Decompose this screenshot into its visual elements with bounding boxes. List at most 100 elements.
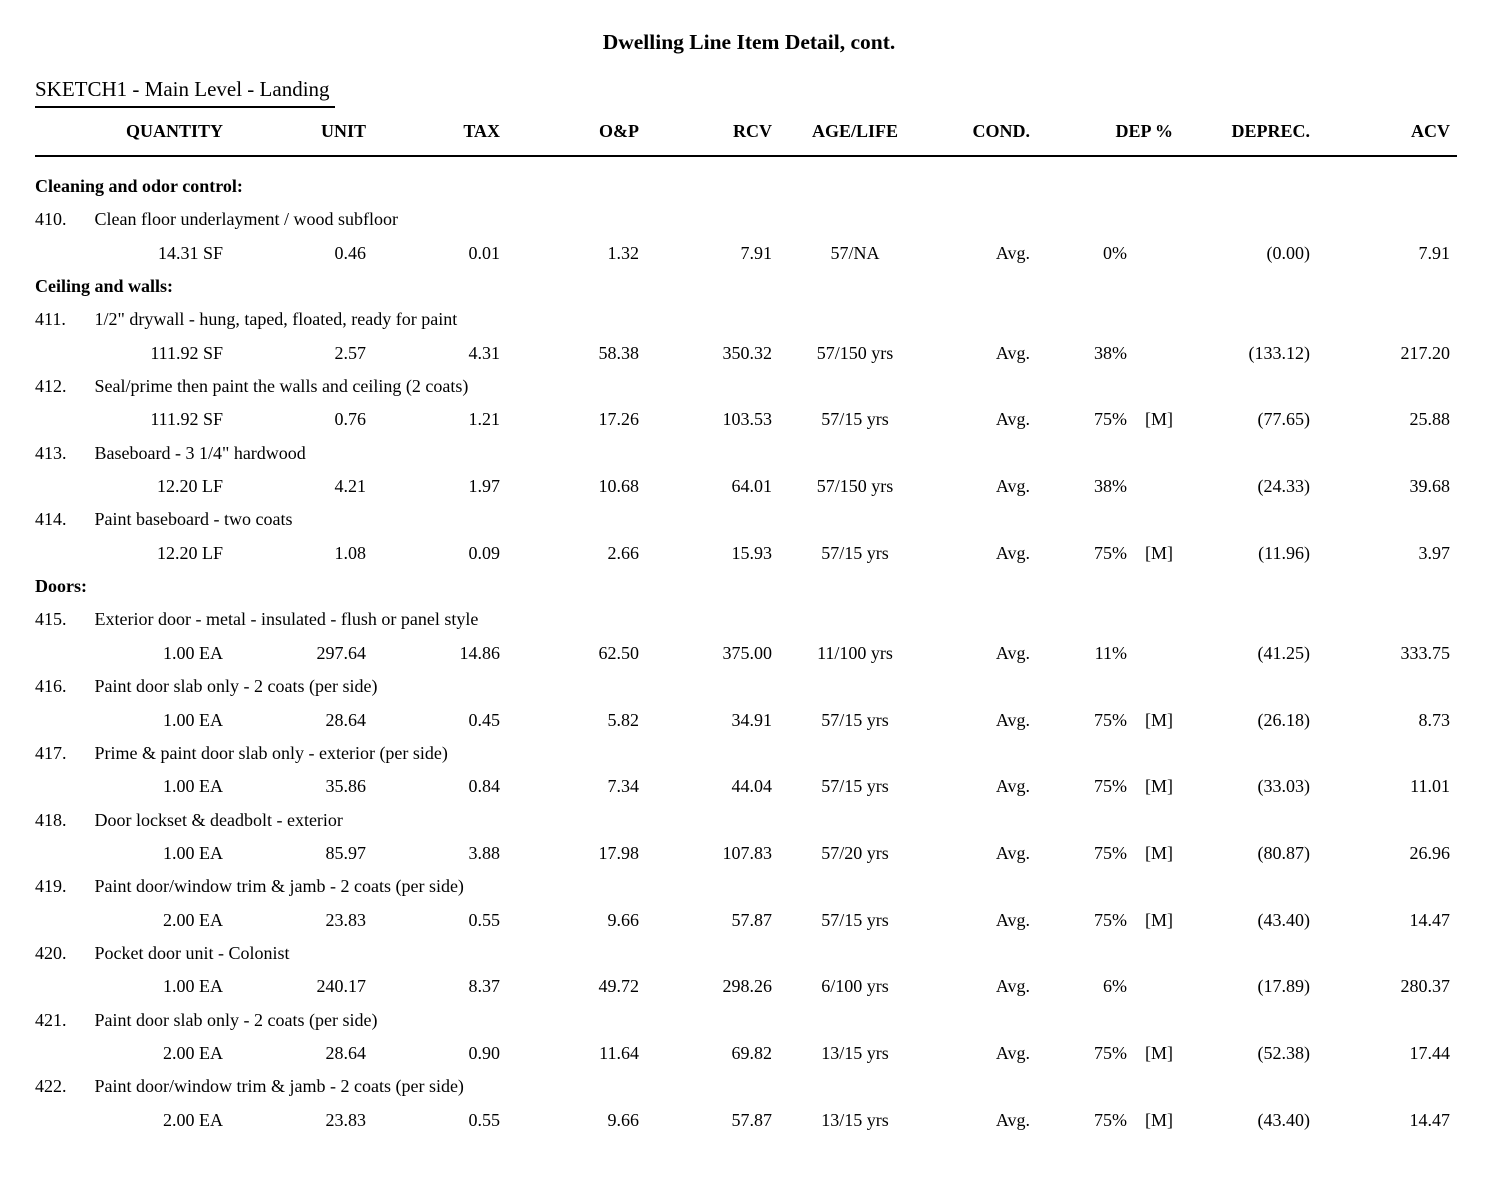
cond-value: Avg. [995,409,1030,430]
line-item-number: 417. [35,742,67,763]
line-item-description: Pocket door unit - Colonist [94,942,290,963]
cond-value: Avg. [995,342,1030,363]
deprec-value: (43.40) [1257,909,1311,930]
line-item-description-row: 418. Door lockset & deadbolt - exterior [35,804,1498,837]
unit-value: 4.21 [334,476,367,497]
rcv-value: 44.04 [731,776,773,797]
op-value: 9.66 [607,1109,640,1130]
quantity-value: 12.20 LF [156,542,223,563]
line-item-values-row: 111.92 SF 0.76 1.21 17.26 103.53 57/15 y… [35,403,1498,436]
section-header-row: Cleaning and odor control: [35,170,1498,203]
line-item-description-row: 413. Baseboard - 3 1/4" hardwood [35,437,1498,470]
line-items-table: QUANTITY UNIT TAX O&P RCV AGE/LIFE COND.… [0,115,1498,1137]
unit-value: 23.83 [325,1109,367,1130]
line-item-number: 416. [35,676,67,697]
rcv-value: 298.26 [722,976,773,997]
acv-value: 7.91 [1418,242,1451,263]
line-item-values-row: 2.00 EA 23.83 0.55 9.66 57.87 13/15 yrs … [35,1104,1498,1137]
dep-percent-value: 38% [1094,476,1127,497]
line-item-number: 411. [35,309,66,330]
quantity-value: 1.00 EA [163,976,223,997]
material-flag [1127,970,1173,1003]
material-flag: [M] [1145,776,1173,797]
rcv-value: 375.00 [722,642,773,663]
line-item-description-row: 417. Prime & paint door slab only - exte… [35,737,1498,770]
rcv-value: 57.87 [731,909,773,930]
tax-value: 1.21 [468,409,501,430]
column-header-tax: TAX [463,121,500,141]
line-item-values-row: 2.00 EA 28.64 0.90 11.64 69.82 13/15 yrs… [35,1037,1498,1070]
unit-value: 240.17 [316,976,367,997]
rcv-value: 64.01 [731,476,773,497]
quantity-value: 111.92 SF [150,342,223,363]
age-life-value: 57/15 yrs [821,709,889,730]
cond-value: Avg. [995,909,1030,930]
material-flag: [M] [1145,909,1173,930]
dep-percent-value: 75% [1094,709,1127,730]
material-flag: [M] [1145,1109,1173,1130]
age-life-value: 6/100 yrs [821,976,889,997]
tax-value: 1.97 [468,476,501,497]
line-item-number: 418. [35,809,67,830]
acv-value: 26.96 [1409,842,1451,863]
op-value: 17.98 [598,842,640,863]
line-item-description: Baseboard - 3 1/4" hardwood [94,442,306,463]
dep-percent-value: 75% [1094,842,1127,863]
unit-value: 2.57 [334,342,367,363]
cond-value: Avg. [995,776,1030,797]
age-life-value: 57/20 yrs [821,842,889,863]
line-item-number: 419. [35,876,67,897]
acv-value: 8.73 [1418,709,1451,730]
rcv-value: 34.91 [731,709,773,730]
acv-value: 280.37 [1400,976,1451,997]
age-life-value: 57/15 yrs [821,776,889,797]
line-item-description: Paint door/window trim & jamb - 2 coats … [94,1076,464,1097]
dep-percent-value: 75% [1094,542,1127,563]
age-life-value: 13/15 yrs [821,1109,889,1130]
line-item-description-row: 420. Pocket door unit - Colonist [35,937,1498,970]
unit-value: 297.64 [316,642,367,663]
line-item-description-row: 419. Paint door/window trim & jamb - 2 c… [35,870,1498,903]
tax-value: 14.86 [459,642,501,663]
section-header-row: Ceiling and walls: [35,270,1498,303]
unit-value: 35.86 [325,776,367,797]
column-header-age-life: AGE/LIFE [811,121,899,141]
deprec-value: (0.00) [1266,242,1311,263]
unit-value: 1.08 [334,542,367,563]
age-life-value: 57/150 yrs [816,342,894,363]
column-header-quantity: QUANTITY [125,121,223,141]
table-body: Cleaning and odor control: 410. Clean fl… [0,170,1498,1137]
line-item-description: Paint door/window trim & jamb - 2 coats … [94,876,464,897]
dep-cell: 75% [M] [1030,837,1173,870]
unit-value: 85.97 [325,842,367,863]
acv-value: 14.47 [1409,909,1451,930]
material-flag: [M] [1145,842,1173,863]
column-header-op: O&P [599,121,639,141]
line-item-number: 412. [35,376,67,397]
column-header-rcv: RCV [733,121,772,141]
line-item-values-row: 1.00 EA 85.97 3.88 17.98 107.83 57/20 yr… [35,837,1498,870]
age-life-value: 57/15 yrs [821,909,889,930]
line-item-description-row: 411. 1/2" drywall - hung, taped, floated… [35,303,1498,336]
sketch-heading-row: SKETCH1 - Main Level - Landing [35,76,1498,108]
cond-value: Avg. [995,709,1030,730]
column-header-unit: UNIT [320,121,366,141]
line-item-number: 415. [35,609,67,630]
section-label: Cleaning and odor control: [35,176,243,196]
unit-value: 28.64 [325,1042,367,1063]
dep-percent-value: 6% [1103,976,1127,997]
deprec-value: (77.65) [1257,409,1311,430]
column-header-cond: COND. [972,121,1031,141]
line-item-number: 422. [35,1076,67,1097]
line-item-description-row: 410. Clean floor underlayment / wood sub… [35,203,1498,236]
dep-percent-value: 75% [1094,409,1127,430]
line-item-values-row: 1.00 EA 35.86 0.84 7.34 44.04 57/15 yrs … [35,770,1498,803]
deprec-value: (133.12) [1248,342,1311,363]
dep-cell: 6% [1030,970,1173,1003]
op-value: 17.26 [598,409,640,430]
quantity-value: 1.00 EA [163,842,223,863]
material-flag: [M] [1145,542,1173,563]
material-flag [1127,470,1173,503]
line-item-description: Paint door slab only - 2 coats (per side… [94,676,378,697]
acv-value: 39.68 [1409,476,1451,497]
